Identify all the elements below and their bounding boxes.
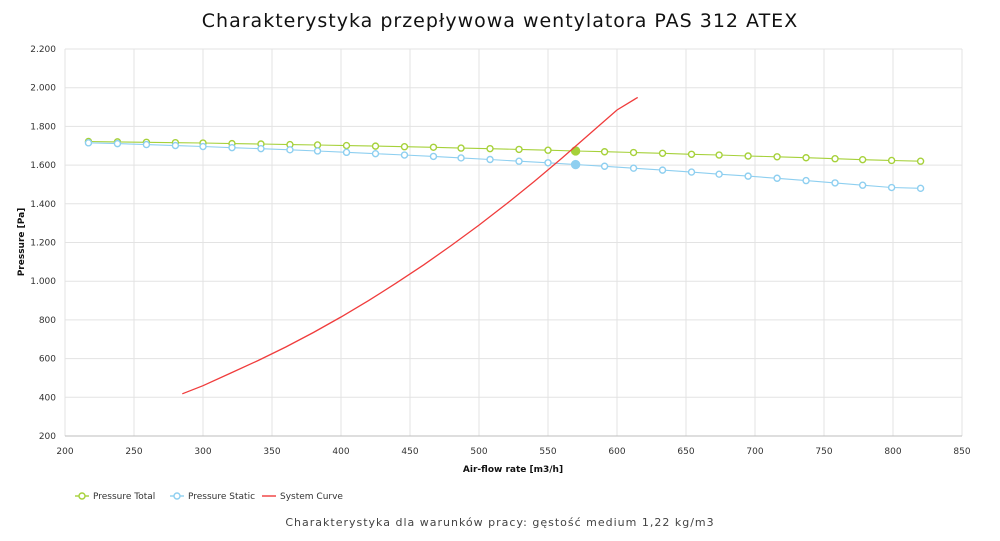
data-point-pressure-static — [858, 181, 867, 189]
data-point-pressure-static — [802, 176, 810, 185]
data-point-pressure-static — [313, 147, 322, 155]
data-point-pressure-static — [457, 154, 465, 162]
data-point-pressure-total — [629, 148, 638, 157]
data-point-pressure-static — [429, 152, 438, 161]
y-tick-label: 1.200 — [30, 239, 56, 249]
x-axis-ticks: 200 250 300 350 400 450 500 550 600 650 700 750 800 8… — [56, 447, 970, 457]
data-point-pressure-static — [113, 139, 122, 148]
x-tick-label: 650 — [677, 447, 694, 457]
data-point-pressure-static — [744, 172, 752, 180]
grid-lines — [64, 48, 963, 437]
data-point-pressure-static — [257, 144, 265, 153]
chart-subtitle: Charakterystyka dla warunków pracy: gęst… — [285, 516, 715, 529]
data-point-pressure-static — [600, 162, 609, 170]
data-point-pressure-total — [916, 157, 925, 165]
legend-marker-pressure-total — [78, 492, 86, 500]
y-tick-label: 2.200 — [30, 45, 56, 55]
data-point-pressure-static — [629, 164, 638, 172]
y-tick-label: 600 — [39, 355, 56, 365]
data-point-pressure-total — [687, 150, 696, 158]
y-tick-label: 1.600 — [30, 161, 56, 171]
legend-label-pressure-static[interactable]: Pressure Static — [188, 492, 255, 502]
data-point-pressure-total — [773, 153, 781, 161]
data-point-pressure-static — [400, 151, 409, 159]
data-point-pressure-total — [371, 142, 380, 150]
x-axis-label: Air-flow rate [m3/h] — [463, 465, 563, 475]
data-point-pressure-static — [544, 159, 552, 167]
x-tick-label: 850 — [953, 447, 970, 457]
data-point-pressure-total — [858, 155, 867, 164]
data-point-pressure-total — [515, 145, 523, 154]
y-axis-ticks: 200 400 600 800 1.000 1.200 1.400 1.600 1.800 2.0… — [30, 45, 56, 442]
x-tick-label: 450 — [401, 447, 418, 457]
x-tick-label: 750 — [815, 447, 832, 457]
y-tick-label: 1.800 — [30, 122, 56, 132]
data-point-pressure-total — [600, 148, 609, 156]
data-point-pressure-total — [457, 144, 465, 152]
y-tick-label: 200 — [39, 432, 56, 442]
x-tick-label: 550 — [539, 447, 556, 457]
data-point-pressure-static — [228, 143, 236, 152]
data-point-pressure-total — [802, 154, 810, 162]
data-point-pressure-static — [371, 149, 380, 158]
data-point-pressure-total — [429, 143, 438, 151]
data-point-pressure-static — [831, 179, 839, 187]
data-point-pressure-static — [658, 166, 667, 174]
data-point-pressure-total — [544, 146, 552, 154]
x-tick-label: 400 — [332, 447, 349, 457]
data-point-pressure-static — [286, 146, 294, 154]
data-point-pressure-static — [84, 139, 93, 147]
chart-title: Charakterystyka przepływowa wentylatora … — [201, 10, 799, 32]
y-axis-label: Pressure [Pa] — [17, 208, 27, 277]
data-point-pressure-static — [715, 170, 723, 178]
x-tick-label: 500 — [470, 447, 487, 457]
y-tick-label: 800 — [39, 316, 56, 326]
data-point-pressure-total — [744, 152, 752, 160]
x-tick-label: 300 — [194, 447, 211, 457]
legend-label-pressure-total[interactable]: Pressure Total — [93, 492, 155, 502]
data-point-pressure-total — [831, 155, 839, 163]
series-line-pressure-static — [88, 142, 921, 189]
x-tick-label: 200 — [56, 447, 73, 457]
data-point-pressure-total — [400, 143, 409, 151]
series-line-system-curve — [182, 96, 639, 395]
data-point-pressure-static — [199, 142, 207, 151]
operating-point-pressure-static — [570, 159, 581, 170]
x-tick-label: 800 — [884, 447, 901, 457]
data-point-pressure-static — [342, 148, 351, 157]
y-tick-label: 1.000 — [30, 277, 56, 287]
series-line-pressure-total — [88, 140, 921, 162]
plot-series — [84, 96, 925, 395]
data-point-pressure-total — [887, 156, 896, 165]
x-tick-label: 700 — [746, 447, 763, 457]
data-point-pressure-total — [715, 151, 723, 159]
x-tick-label: 350 — [263, 447, 280, 457]
x-tick-label: 250 — [125, 447, 142, 457]
y-tick-label: 1.400 — [30, 200, 56, 210]
data-point-pressure-static — [486, 155, 494, 164]
y-tick-label: 400 — [39, 393, 56, 403]
legend: Pressure Total Pressure Static System Curv… — [75, 492, 343, 502]
legend-label-system-curve[interactable]: System Curve — [280, 492, 343, 502]
x-tick-label: 600 — [608, 447, 625, 457]
y-tick-label: 2.000 — [30, 84, 56, 94]
data-point-pressure-static — [171, 141, 180, 150]
data-point-pressure-static — [515, 157, 523, 165]
data-point-pressure-total — [486, 144, 494, 153]
data-point-pressure-total — [658, 149, 667, 157]
data-point-pressure-static — [773, 174, 781, 182]
data-point-pressure-total — [342, 141, 351, 150]
data-point-pressure-static — [916, 184, 925, 193]
data-point-pressure-static — [687, 168, 696, 176]
data-point-pressure-total — [313, 141, 322, 149]
legend-marker-pressure-static — [173, 492, 181, 500]
data-point-pressure-static — [142, 140, 151, 149]
data-point-pressure-static — [887, 183, 896, 192]
